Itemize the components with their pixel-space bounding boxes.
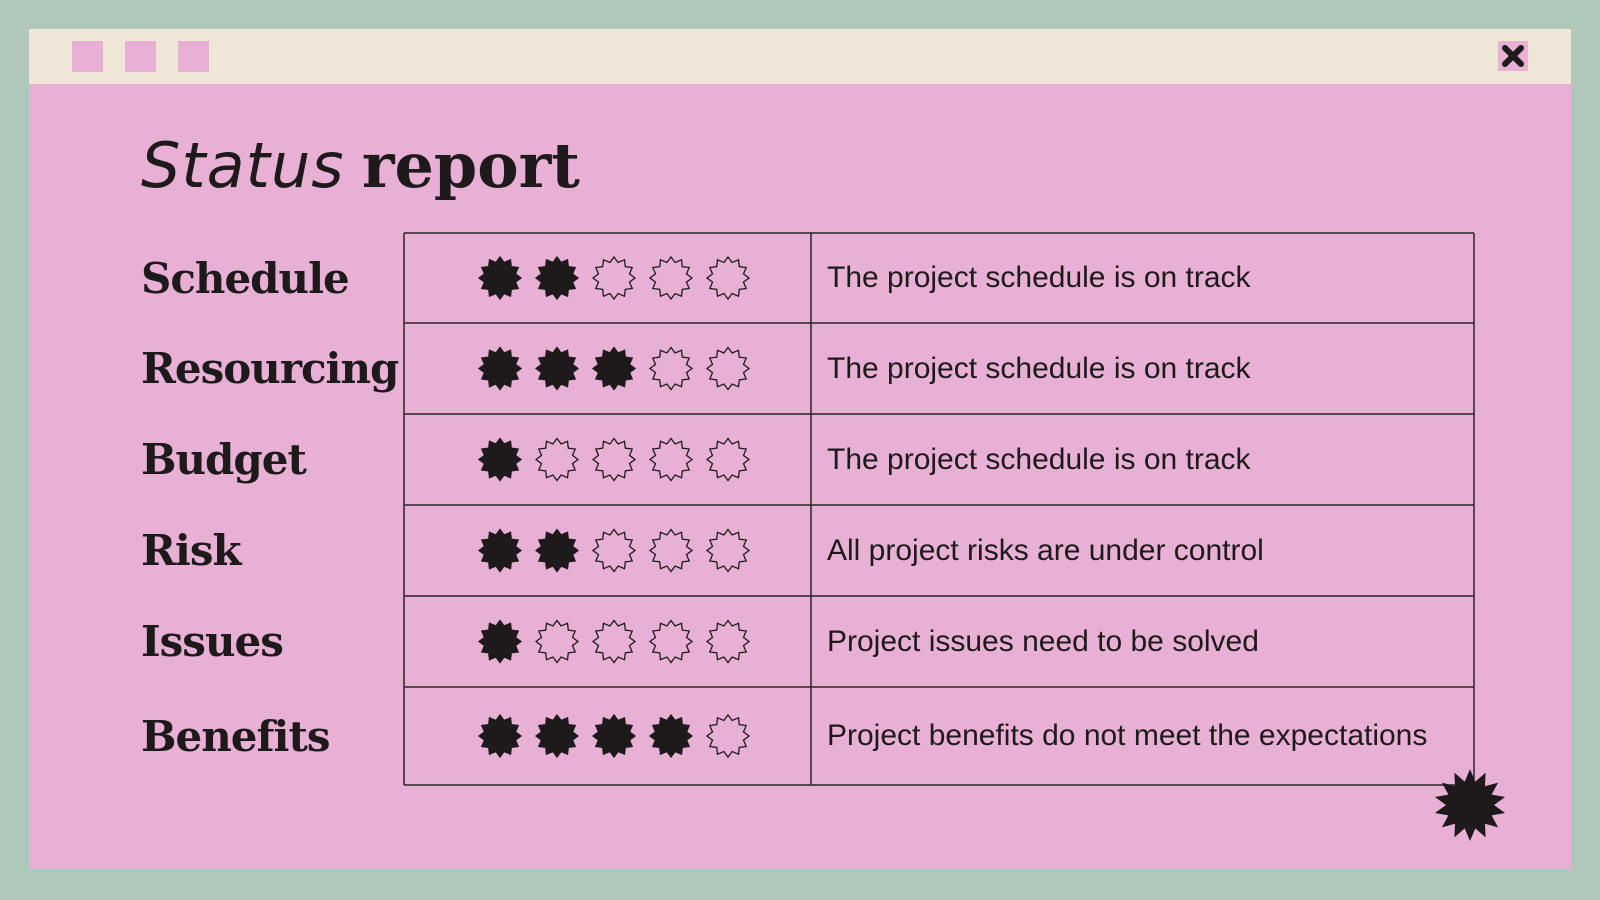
star-empty bbox=[591, 619, 637, 664]
title-light: Status bbox=[141, 129, 345, 202]
star-empty bbox=[648, 255, 694, 301]
star-empty bbox=[705, 619, 751, 664]
row-description: The project schedule is on track bbox=[827, 261, 1251, 294]
star-filled bbox=[534, 528, 580, 573]
star-empty bbox=[705, 437, 751, 482]
row-description: The project schedule is on track bbox=[827, 351, 1251, 385]
window-button[interactable] bbox=[125, 41, 156, 72]
window-button[interactable] bbox=[72, 41, 103, 72]
star-empty bbox=[648, 346, 694, 391]
row-description: All project risks are under control bbox=[827, 533, 1264, 567]
star-empty bbox=[648, 619, 694, 664]
star-empty bbox=[705, 528, 751, 573]
star-filled bbox=[534, 713, 580, 759]
window: Status report Schedule The project schedu… bbox=[29, 29, 1571, 870]
row-label: Risk bbox=[141, 526, 242, 575]
star-filled bbox=[477, 528, 523, 573]
row-description: Project issues need to be solved bbox=[827, 624, 1259, 658]
title-bar bbox=[29, 29, 1571, 84]
row-label: Issues bbox=[141, 617, 284, 666]
star-empty bbox=[591, 255, 637, 301]
row-description: Project benefits do not meet the expecta… bbox=[827, 719, 1428, 752]
star-filled bbox=[534, 255, 580, 301]
close-icon[interactable] bbox=[29, 29, 1571, 84]
star-filled bbox=[591, 346, 637, 391]
star-filled bbox=[591, 713, 637, 759]
star-filled bbox=[534, 346, 580, 391]
status-table bbox=[403, 232, 1506, 841]
row-label: Schedule bbox=[141, 253, 350, 303]
star-filled bbox=[477, 255, 523, 301]
title-bold: report bbox=[361, 129, 580, 202]
slide-title: Status report bbox=[141, 129, 580, 202]
star-empty bbox=[591, 528, 637, 573]
row-description: The project schedule is on track bbox=[827, 442, 1251, 476]
star-filled bbox=[477, 713, 523, 759]
star-filled bbox=[477, 619, 523, 664]
row-label: Benefits bbox=[141, 711, 331, 761]
star-empty bbox=[705, 713, 751, 759]
star-empty bbox=[534, 437, 580, 482]
row-label: Resourcing bbox=[141, 344, 399, 393]
star-empty bbox=[648, 437, 694, 482]
star-filled bbox=[648, 713, 694, 759]
star-empty bbox=[705, 255, 751, 301]
star-empty bbox=[648, 528, 694, 573]
decor-burst bbox=[1434, 769, 1506, 841]
window-button[interactable] bbox=[178, 41, 209, 72]
row-label: Budget bbox=[141, 435, 307, 484]
star-filled bbox=[477, 346, 523, 391]
star-empty bbox=[534, 619, 580, 664]
star-empty bbox=[705, 346, 751, 391]
star-empty bbox=[591, 437, 637, 482]
star-filled bbox=[477, 437, 523, 482]
